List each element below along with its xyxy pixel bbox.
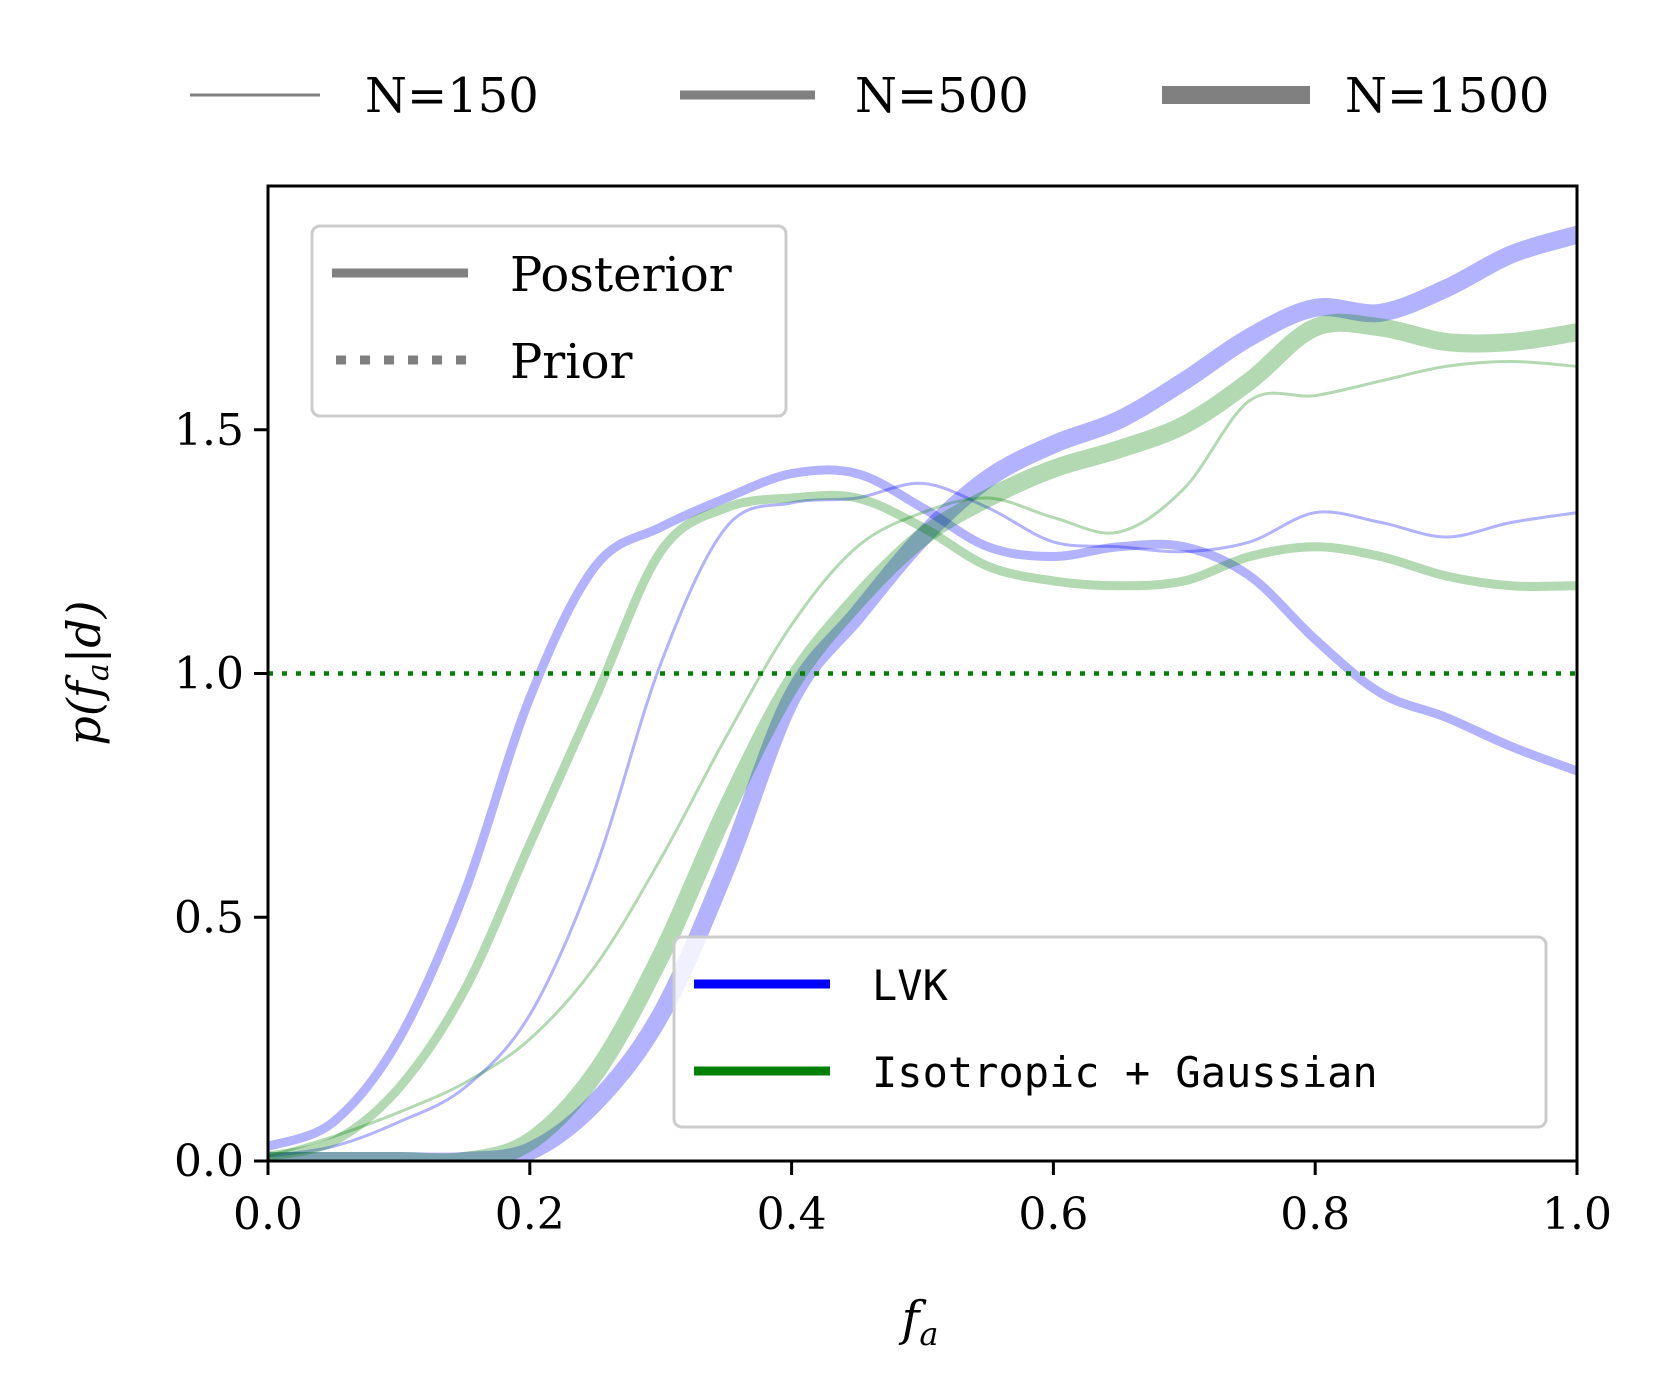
model-legend-iso-label: Isotropic + Gaussian [872,1048,1378,1097]
x-axis-label: fa [899,1291,939,1353]
style-legend-prior-label: Prior [510,334,632,390]
style-legend-posterior-label: Posterior [510,247,732,303]
y-tick-label: 0.0 [174,1136,244,1187]
style-legend: Posterior Prior [310,224,788,418]
y-axis-label: p(fa|d) [57,600,116,745]
y-tick-label: 1.0 [174,649,244,700]
top-legend: N=150 N=500 N=1500 [190,68,1549,124]
series-line-iso-gauss-n1500 [268,313,1577,1161]
series-line-lvk-n500 [268,465,1577,1151]
top-legend-label-n1500: N=1500 [1345,68,1549,124]
series-line-lvk-n1500 [268,225,1577,1161]
series-line-iso-gauss-n150 [268,360,1577,1158]
y-ticks: 0.0 0.5 1.0 1.5 [174,405,268,1187]
x-tick-label: 0.2 [495,1189,565,1240]
x-tick-label: 0.0 [233,1189,303,1240]
top-legend-label-n500: N=500 [855,68,1029,124]
series-line-lvk-n150 [268,481,1577,1158]
model-legend-box [672,935,1548,1129]
x-tick-label: 1.0 [1542,1189,1612,1240]
model-legend: LVK Isotropic + Gaussian [672,935,1548,1129]
y-tick-label: 0.5 [174,892,244,943]
x-tick-label: 0.6 [1018,1189,1088,1240]
curves [268,225,1577,1161]
model-legend-lvk-label: LVK [872,961,949,1010]
x-ticks: 0.0 0.2 0.4 0.6 0.8 1.0 [233,1161,1612,1240]
x-tick-label: 0.8 [1280,1189,1350,1240]
x-tick-label: 0.4 [757,1189,827,1240]
y-tick-label: 1.5 [174,405,244,456]
series-line-iso-gauss-n500 [268,490,1577,1161]
top-legend-label-n150: N=150 [365,68,539,124]
